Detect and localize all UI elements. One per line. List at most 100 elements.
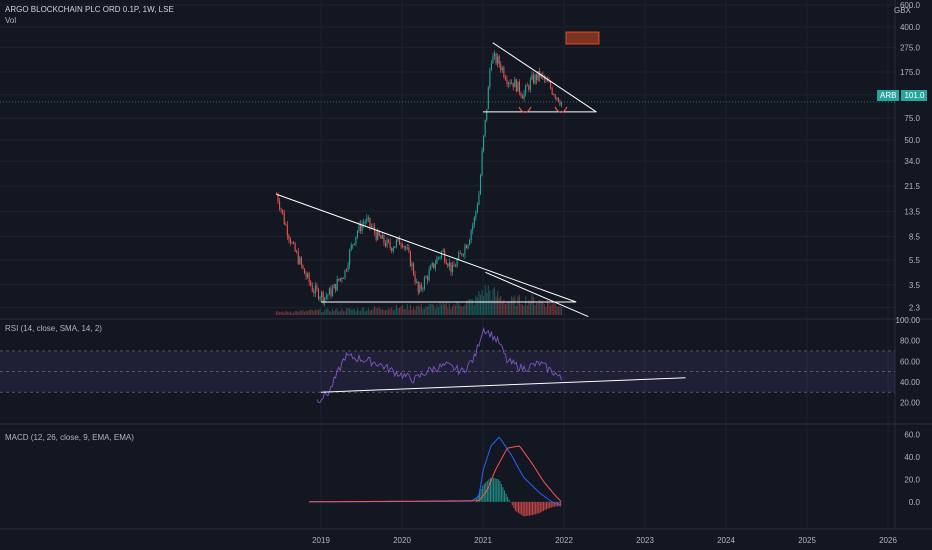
candle-body (392, 247, 394, 252)
volume-bar (422, 308, 424, 315)
candle-body (375, 232, 377, 240)
volume-bar (531, 294, 533, 315)
volume-bar (518, 294, 520, 315)
volume-bar (325, 308, 327, 315)
volume-bar (330, 311, 332, 315)
axes: 2019 2020 2021 2022 2023 2024 2025 2026 600.0 400… (312, 1, 920, 545)
rsi-tick-label: 80.00 (900, 337, 921, 346)
candle-body (414, 274, 416, 283)
volume-bar (311, 310, 313, 315)
volume-bar (317, 309, 320, 315)
pane-separators (0, 0, 932, 530)
macd-pane[interactable] (308, 436, 562, 517)
volume-bar (514, 295, 516, 315)
price-badge-ticker: ARB (877, 90, 900, 101)
volume-bar (548, 302, 550, 315)
volume-bar (299, 310, 301, 315)
candle-body (459, 253, 461, 254)
candle-body (380, 235, 382, 239)
candle-body (436, 258, 438, 264)
candle-body (423, 277, 425, 289)
macd-histogram-bar (502, 487, 504, 502)
candle-body (384, 243, 387, 247)
macd-histogram-bar (560, 501, 562, 507)
volume-bar (543, 304, 545, 315)
price-pane[interactable] (0, 31, 895, 318)
volume-bar (336, 308, 338, 315)
volume-bar (489, 290, 491, 315)
volume-bar (529, 302, 531, 315)
candle-body (537, 71, 539, 81)
candle-body (557, 97, 559, 102)
candle-body (353, 243, 355, 245)
rsi-pane[interactable] (0, 326, 895, 403)
x-tick-label: 2023 (636, 536, 654, 545)
price-tick-label: 50.0 (904, 136, 920, 145)
candle-body (285, 224, 287, 226)
candle-body (322, 291, 324, 302)
candle-body (279, 201, 281, 209)
volume-bar (313, 311, 315, 315)
volume-bar (405, 309, 407, 315)
candle-body (405, 246, 407, 249)
volume-bar (347, 308, 349, 315)
price-tick-label: 21.5 (904, 182, 920, 191)
volume-bar (419, 307, 421, 315)
volume-bar (279, 312, 281, 315)
volume-bar (398, 307, 401, 315)
candle-body (556, 97, 558, 99)
volume-bar (545, 306, 547, 315)
candle-body (360, 223, 362, 231)
candle-body (361, 224, 363, 231)
volume-bar (370, 309, 373, 315)
macd-tick-label: 60.0 (904, 431, 920, 440)
volume-bar (556, 306, 558, 315)
volume-bar (300, 310, 302, 315)
candle-body (342, 278, 344, 280)
macd-histogram-bar (497, 479, 499, 502)
volume-bar (406, 304, 408, 315)
candle-body (501, 67, 503, 71)
candle-body (313, 291, 315, 293)
candle-body (428, 270, 430, 280)
price-trendline (276, 193, 577, 303)
macd-histogram-bar (482, 485, 484, 502)
volume-bar (484, 285, 486, 315)
macd-histogram-bar (530, 501, 532, 516)
macd-line (308, 436, 562, 506)
macd-histogram-bar (528, 501, 530, 516)
candle-body (433, 263, 435, 268)
candle-body (350, 245, 352, 251)
volume-bar (478, 290, 480, 315)
candle-body (511, 82, 513, 84)
candle-body (490, 63, 492, 70)
candle-body (321, 291, 323, 298)
volume-bar (509, 301, 511, 315)
candle-body (344, 270, 346, 279)
volume-bar (508, 301, 510, 315)
x-tick-label: 2024 (717, 536, 735, 545)
volume-bar (283, 312, 285, 315)
candle-body (437, 257, 439, 259)
candle-body (316, 285, 318, 290)
candle-body (302, 264, 304, 269)
volume-bar (353, 308, 355, 315)
candle-body (462, 254, 464, 256)
candle-body (311, 285, 313, 292)
volume-bar (409, 304, 411, 315)
macd-histogram-bar (508, 499, 510, 502)
macd-histogram-bar (524, 501, 526, 517)
candle-body (330, 288, 332, 296)
candle-body (422, 288, 424, 290)
candle-body (381, 235, 383, 239)
candle-body (512, 82, 514, 88)
volume-bar (475, 295, 477, 315)
volume-bar (444, 304, 446, 315)
volume-bar (324, 309, 326, 315)
volume-bar (342, 311, 344, 315)
grid-lines (0, 0, 895, 528)
candle-body (370, 226, 373, 227)
volume-bar (394, 309, 396, 315)
price-tick-label: 8.5 (909, 233, 921, 242)
